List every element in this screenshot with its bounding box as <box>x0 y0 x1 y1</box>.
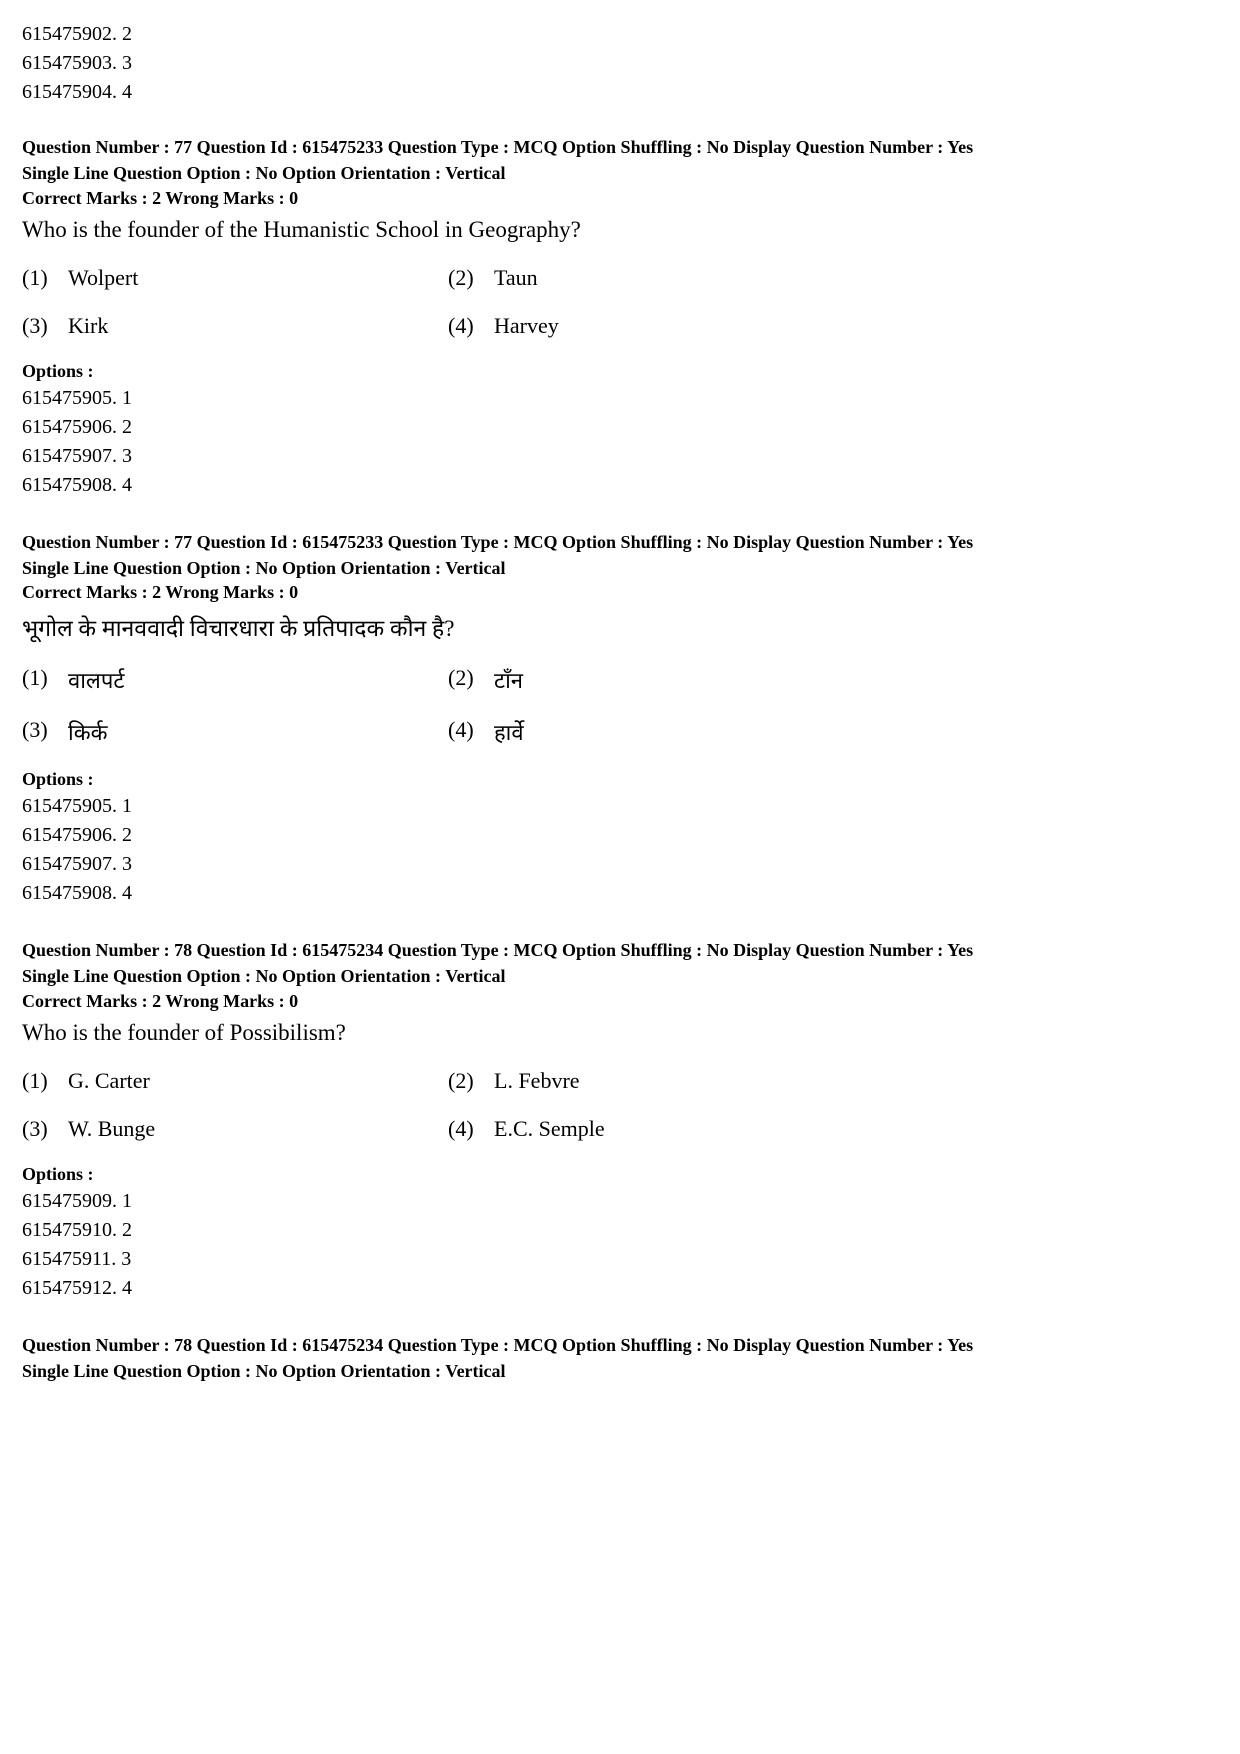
question-meta: Question Number : 77 Question Id : 61547… <box>22 530 1218 554</box>
question-marks: Correct Marks : 2 Wrong Marks : 0 <box>22 188 1218 209</box>
question-text: Who is the founder of the Humanistic Sch… <box>22 217 1218 243</box>
question-meta: Single Line Question Option : No Option … <box>22 161 1218 185</box>
answer-text: Taun <box>494 265 1218 291</box>
question-meta: Single Line Question Option : No Option … <box>22 556 1218 580</box>
options-label: Options : <box>22 361 1218 382</box>
option-line: 615475905. 1 <box>22 792 1218 821</box>
answer-number: (3) <box>22 313 68 339</box>
option-line: 615475905. 1 <box>22 384 1218 413</box>
option-line: 615475909. 1 <box>22 1187 1218 1216</box>
answer-text: L. Febvre <box>494 1068 1218 1094</box>
question-marks: Correct Marks : 2 Wrong Marks : 0 <box>22 582 1218 603</box>
answer-number: (1) <box>22 265 68 291</box>
answer-text: Kirk <box>68 313 448 339</box>
answer-text: वालपर्ट <box>68 665 448 695</box>
answers-grid: (1) G. Carter (2) L. Febvre (3) W. Bunge… <box>22 1068 1218 1142</box>
question-meta: Single Line Question Option : No Option … <box>22 1359 1218 1383</box>
option-line: 615475906. 2 <box>22 413 1218 442</box>
answer-number: (3) <box>22 717 68 747</box>
answer-text: E.C. Semple <box>494 1116 1218 1142</box>
question-block-77-en: Question Number : 77 Question Id : 61547… <box>22 135 1218 500</box>
answers-grid: (1) वालपर्ट (2) टाँन (3) किर्क (4) हार्व… <box>22 665 1218 747</box>
question-block-78-hi: Question Number : 78 Question Id : 61547… <box>22 1333 1218 1384</box>
answer-text: Harvey <box>494 313 1218 339</box>
option-line: 615475907. 3 <box>22 850 1218 879</box>
answer-text: हार्वे <box>494 717 1218 747</box>
option-line: 615475908. 4 <box>22 471 1218 500</box>
question-text: Who is the founder of Possibilism? <box>22 1020 1218 1046</box>
options-label: Options : <box>22 769 1218 790</box>
answer-number: (4) <box>448 1116 494 1142</box>
options-label: Options : <box>22 1164 1218 1185</box>
question-marks: Correct Marks : 2 Wrong Marks : 0 <box>22 991 1218 1012</box>
answer-number: (3) <box>22 1116 68 1142</box>
answer-number: (4) <box>448 313 494 339</box>
answer-number: (2) <box>448 1068 494 1094</box>
question-meta: Question Number : 77 Question Id : 61547… <box>22 135 1218 159</box>
answers-grid: (1) Wolpert (2) Taun (3) Kirk (4) Harvey <box>22 265 1218 339</box>
option-line: 615475910. 2 <box>22 1216 1218 1245</box>
answer-number: (4) <box>448 717 494 747</box>
answer-text: W. Bunge <box>68 1116 448 1142</box>
prev-options-block: 615475902. 2 615475903. 3 615475904. 4 <box>22 20 1218 107</box>
option-line: 615475906. 2 <box>22 821 1218 850</box>
question-block-78-en: Question Number : 78 Question Id : 61547… <box>22 938 1218 1303</box>
answer-text: G. Carter <box>68 1068 448 1094</box>
option-line: 615475908. 4 <box>22 879 1218 908</box>
answer-number: (1) <box>22 665 68 695</box>
answer-number: (2) <box>448 665 494 695</box>
answer-text: Wolpert <box>68 265 448 291</box>
answer-number: (2) <box>448 265 494 291</box>
question-meta: Question Number : 78 Question Id : 61547… <box>22 938 1218 962</box>
answer-text: किर्क <box>68 717 448 747</box>
answer-text: टाँन <box>494 665 1218 695</box>
answer-number: (1) <box>22 1068 68 1094</box>
option-line: 615475904. 4 <box>22 78 1218 107</box>
question-meta: Single Line Question Option : No Option … <box>22 964 1218 988</box>
option-line: 615475907. 3 <box>22 442 1218 471</box>
question-block-77-hi: Question Number : 77 Question Id : 61547… <box>22 530 1218 909</box>
question-meta: Question Number : 78 Question Id : 61547… <box>22 1333 1218 1357</box>
option-line: 615475902. 2 <box>22 20 1218 49</box>
option-line: 615475903. 3 <box>22 49 1218 78</box>
option-line: 615475911. 3 <box>22 1245 1218 1274</box>
option-line: 615475912. 4 <box>22 1274 1218 1303</box>
question-text: भूगोल के मानववादी विचारधारा के प्रतिपादक… <box>22 611 1218 643</box>
